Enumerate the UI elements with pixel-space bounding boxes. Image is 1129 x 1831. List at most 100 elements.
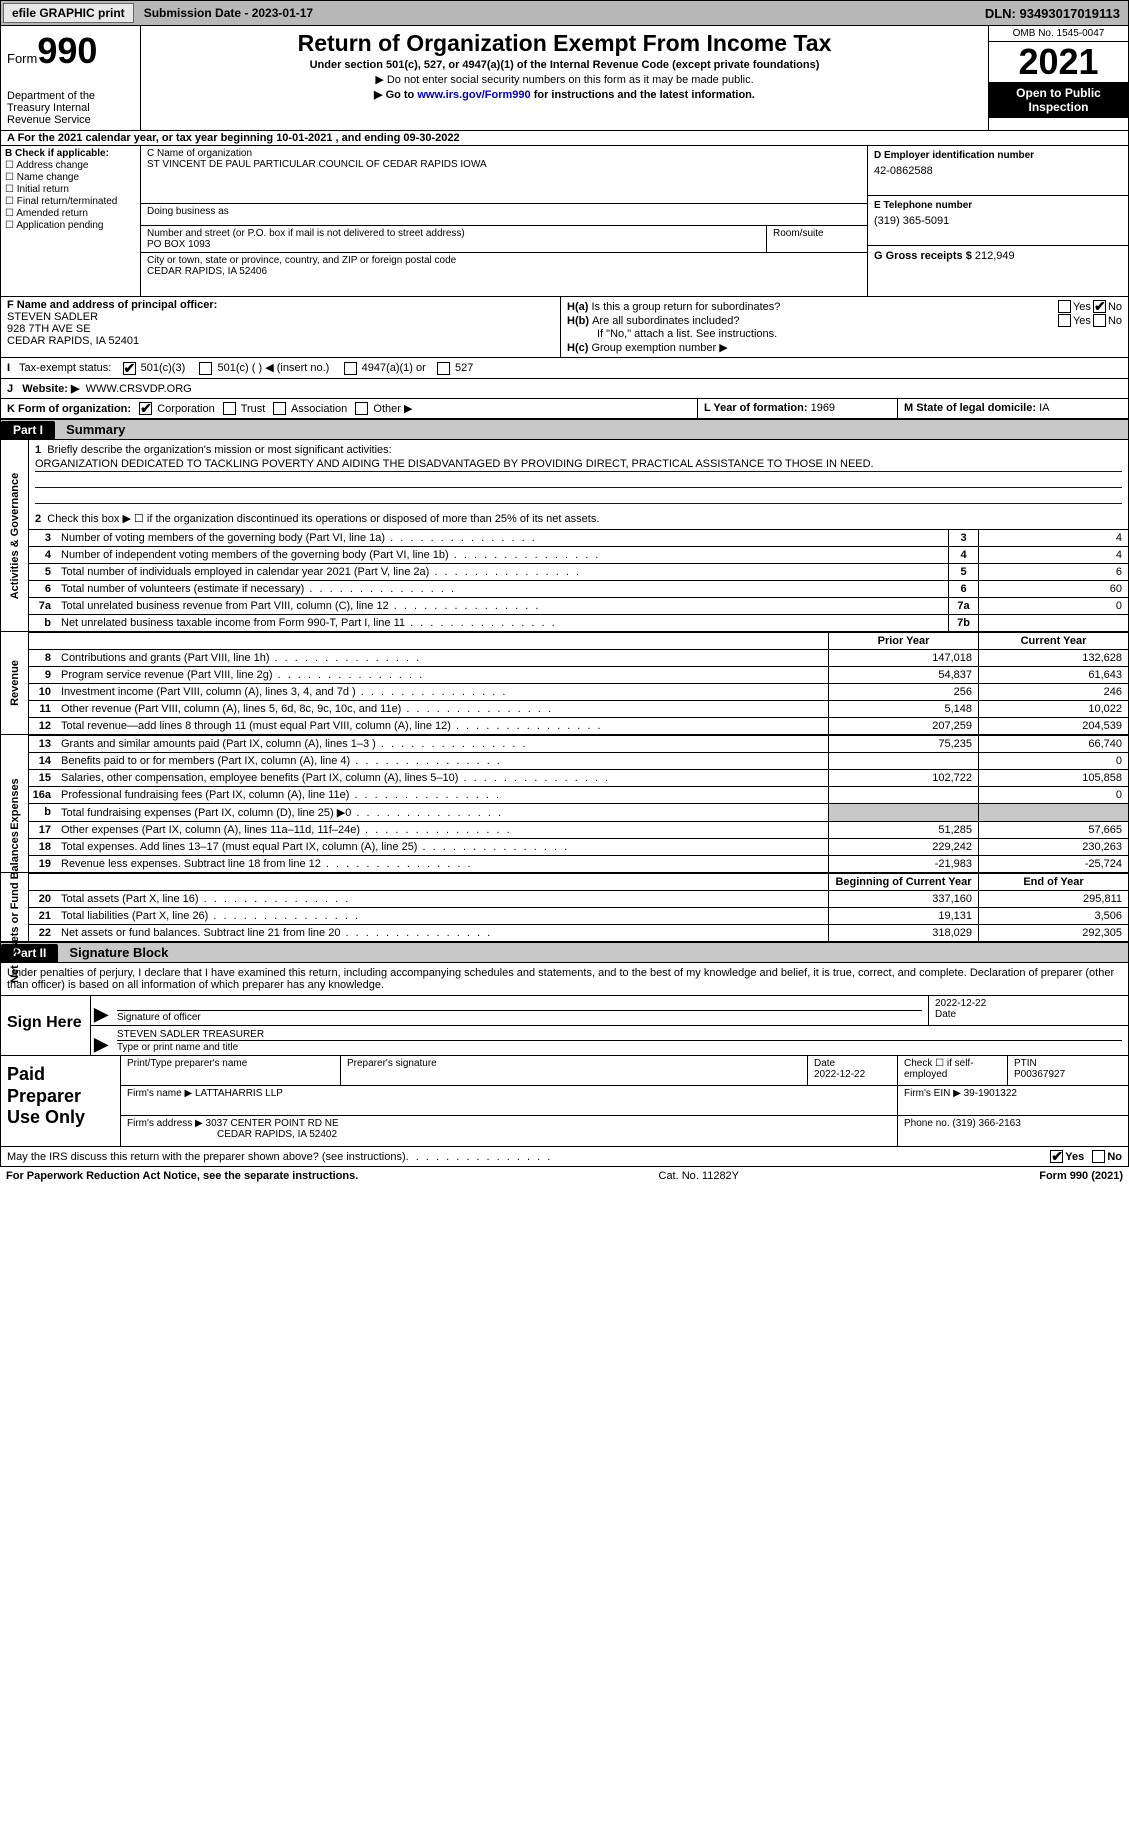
sig-label: Signature of officer xyxy=(117,1010,922,1023)
row-text: Revenue less expenses. Subtract line 18 … xyxy=(57,856,828,872)
chk-501c[interactable] xyxy=(199,362,212,375)
prior-val xyxy=(828,804,978,821)
firm-ein-lbl: Firm's EIN ▶ xyxy=(904,1088,961,1099)
row-num: 6 xyxy=(29,581,57,597)
f-label: F Name and address of principal officer: xyxy=(7,299,217,311)
mission-text: ORGANIZATION DEDICATED TO TACKLING POVER… xyxy=(35,456,1122,472)
o2: 501(c) ( ) ◀ (insert no.) xyxy=(218,362,330,374)
ha-yes[interactable] xyxy=(1058,300,1071,313)
gov-body: 1 Briefly describe the organization's mi… xyxy=(29,440,1128,631)
fin-row: 15 Salaries, other compensation, employe… xyxy=(29,769,1128,786)
chk-address[interactable]: ☐ Address change xyxy=(5,160,136,171)
row-num: 22 xyxy=(29,925,57,941)
name-label: C Name of organization xyxy=(147,148,861,159)
tel-label: E Telephone number xyxy=(874,200,1122,211)
mission-line3 xyxy=(35,488,1122,504)
fin-header: Prior Year Current Year xyxy=(29,632,1128,649)
prep-ptin: PTINP00367927 xyxy=(1008,1056,1128,1085)
open-inspection: Open to Public Inspection xyxy=(989,82,1128,118)
form-number: 990 xyxy=(37,30,97,71)
current-val: 10,022 xyxy=(978,701,1128,717)
footer-left: For Paperwork Reduction Act Notice, see … xyxy=(6,1170,358,1182)
dba-box: Doing business as xyxy=(141,204,867,226)
chk-501c3[interactable] xyxy=(123,362,136,375)
irs-link[interactable]: www.irs.gov/Form990 xyxy=(417,89,530,101)
officer-name: STEVEN SADLER xyxy=(7,311,554,323)
name-label: Type or print name and title xyxy=(117,1040,1122,1053)
ha-no[interactable] xyxy=(1093,300,1106,313)
tax-year: 2021 xyxy=(989,42,1128,82)
netassets-section: Net Assets or Fund Balances Beginning of… xyxy=(0,873,1129,942)
irs-no[interactable] xyxy=(1092,1150,1105,1163)
row-text: Grants and similar amounts paid (Part IX… xyxy=(57,736,828,752)
addr-box: Number and street (or P.O. box if mail i… xyxy=(141,226,767,252)
officer-name-cell: STEVEN SADLER TREASURER Type or print na… xyxy=(111,1026,1128,1055)
k-left: K Form of organization: Corporation Trus… xyxy=(1,399,698,419)
ko3: Association xyxy=(291,403,347,415)
signature-declaration: Under penalties of perjury, I declare th… xyxy=(0,963,1129,996)
dots xyxy=(406,1151,553,1163)
col-cd: C Name of organization ST VINCENT DE PAU… xyxy=(141,146,1128,296)
city-label: City or town, state or province, country… xyxy=(147,255,861,266)
topbar: efile GRAPHIC print Submission Date - 20… xyxy=(0,0,1129,26)
hb-text: Are all subordinates included? xyxy=(592,315,1056,327)
dept-label: Department of the Treasury Internal Reve… xyxy=(7,90,134,126)
fin-row: 10 Investment income (Part VIII, column … xyxy=(29,683,1128,700)
org-name: ST VINCENT DE PAUL PARTICULAR COUNCIL OF… xyxy=(147,159,861,170)
row-text: Total number of individuals employed in … xyxy=(57,564,948,580)
net-header: Beginning of Current Year End of Year xyxy=(29,873,1128,890)
addr-label: Number and street (or P.O. box if mail i… xyxy=(147,228,760,239)
fin-row: 19 Revenue less expenses. Subtract line … xyxy=(29,855,1128,872)
prep-name-lbl: Print/Type preparer's name xyxy=(121,1056,341,1085)
chk-pending[interactable]: ☐ Application pending xyxy=(5,220,136,231)
row-val xyxy=(978,615,1128,631)
chk-other[interactable] xyxy=(355,402,368,415)
row-text: Other expenses (Part IX, column (A), lin… xyxy=(57,822,828,838)
mission-num: 1 xyxy=(35,444,41,456)
chk-assoc[interactable] xyxy=(273,402,286,415)
chk-corp[interactable] xyxy=(139,402,152,415)
current-val: 230,263 xyxy=(978,839,1128,855)
chk-amended[interactable]: ☐ Amended return xyxy=(5,208,136,219)
irs-discuss-row: May the IRS discuss this return with the… xyxy=(0,1147,1129,1167)
firm-addr-val: 3037 CENTER POINT RD NE xyxy=(206,1118,339,1129)
row-text: Total number of volunteers (estimate if … xyxy=(57,581,948,597)
chk-initial[interactable]: ☐ Initial return xyxy=(5,184,136,195)
row-text: Net unrelated business taxable income fr… xyxy=(57,615,948,631)
row-box: 3 xyxy=(948,530,978,546)
gov-side: Activities & Governance xyxy=(1,440,29,631)
prep-date-lbl: Date xyxy=(814,1058,835,1069)
row-text: Number of voting members of the governin… xyxy=(57,530,948,546)
hb-yes[interactable] xyxy=(1058,314,1071,327)
prior-val: 337,160 xyxy=(828,891,978,907)
chk-lbl: Final return/terminated xyxy=(17,196,118,207)
prep-date: Date2022-12-22 xyxy=(808,1056,898,1085)
form-note-2: ▶ Go to www.irs.gov/Form990 for instruct… xyxy=(147,88,982,101)
firm-name-lbl: Firm's name ▶ xyxy=(127,1088,192,1099)
addr-value: PO BOX 1093 xyxy=(147,239,760,250)
prior-val: -21,983 xyxy=(828,856,978,872)
efile-button[interactable]: efile GRAPHIC print xyxy=(3,3,134,23)
chk-4947[interactable] xyxy=(344,362,357,375)
current-val: 132,628 xyxy=(978,650,1128,666)
section-fh: F Name and address of principal officer:… xyxy=(0,296,1129,358)
ha-label: H(a) xyxy=(567,301,588,313)
row-text: Salaries, other compensation, employee b… xyxy=(57,770,828,786)
header-left: Form990 Department of the Treasury Inter… xyxy=(1,26,141,130)
current-val: 292,305 xyxy=(978,925,1128,941)
chk-final[interactable]: ☐ Final return/terminated xyxy=(5,196,136,207)
chk-527[interactable] xyxy=(437,362,450,375)
k-mid: L Year of formation: 1969 xyxy=(698,399,898,419)
chk-lbl: Initial return xyxy=(17,184,69,195)
gross-value: 212,949 xyxy=(975,250,1015,262)
current-val: -25,724 xyxy=(978,856,1128,872)
begin-year-hdr: Beginning of Current Year xyxy=(828,874,978,890)
row-num: 17 xyxy=(29,822,57,838)
current-val: 105,858 xyxy=(978,770,1128,786)
prep-selfemp: Check ☐ if self-employed xyxy=(898,1056,1008,1085)
chk-trust[interactable] xyxy=(223,402,236,415)
ptin-lbl: PTIN xyxy=(1014,1058,1037,1069)
irs-yes[interactable] xyxy=(1050,1150,1063,1163)
hb-no[interactable] xyxy=(1093,314,1106,327)
chk-name[interactable]: ☐ Name change xyxy=(5,172,136,183)
